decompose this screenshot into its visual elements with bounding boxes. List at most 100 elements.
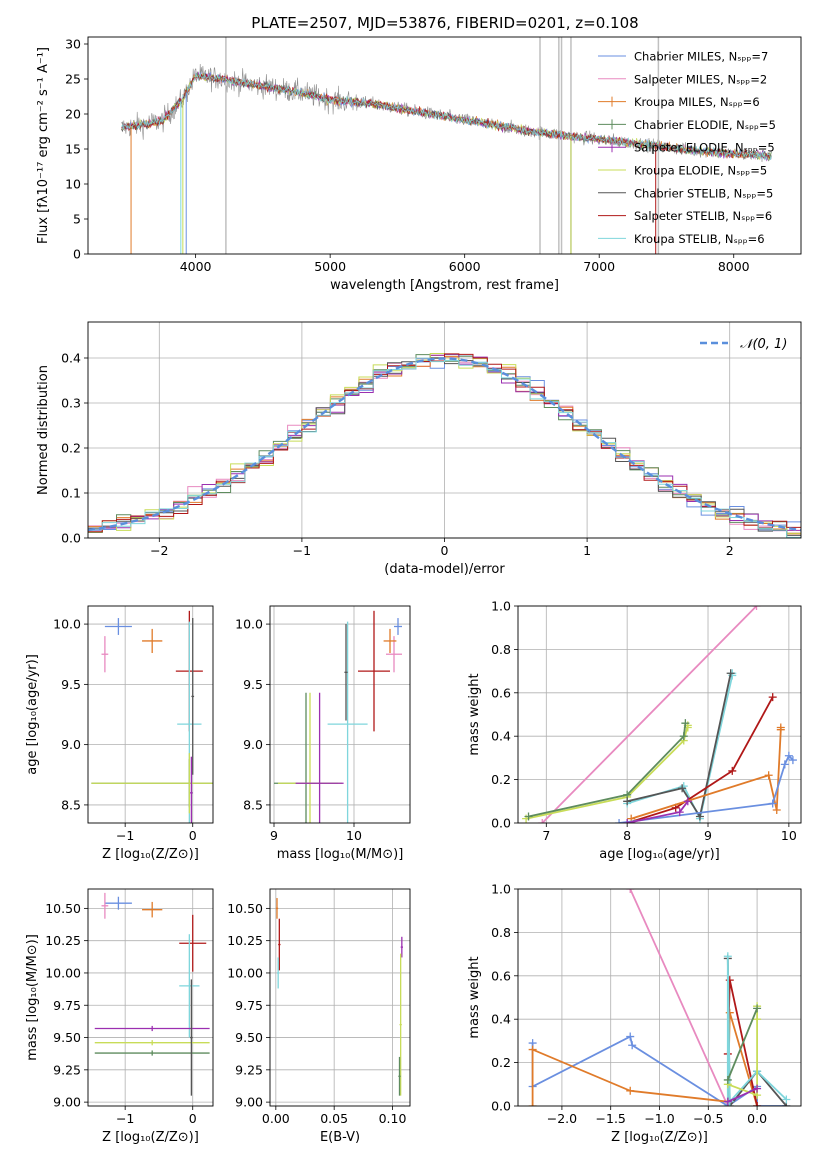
y-tick-label: 9.0 (243, 737, 263, 752)
x-tick-label: 8000 (718, 259, 750, 274)
data-point (386, 636, 402, 673)
weight-marker (683, 797, 692, 806)
weight-marker (753, 1015, 762, 1024)
data-point (277, 957, 280, 989)
x-tick-label: 10 (346, 828, 362, 843)
plot-area-weight_vs_age (522, 606, 797, 823)
x-tick-label: 6000 (449, 259, 481, 274)
legend-label: Kroupa ELODIE, Nₛₚₚ=5 (634, 164, 767, 178)
weight-marker (538, 819, 547, 823)
data-point (179, 914, 207, 972)
x-tick-label: 5000 (314, 259, 346, 274)
panel-weight_vs_Z: −2.0 −1.5 −1.0 −0.5 0.0 0.0 0.2 0.4 0.6 0.8 1.0 Z [… (467, 882, 802, 1145)
data-point (398, 1056, 401, 1096)
weight-marker (528, 1102, 537, 1106)
weight-marker (753, 1102, 762, 1106)
weight-marker (681, 719, 690, 728)
legend-residuals: 𝒩(0, 1) (700, 337, 787, 352)
y-tick-label: 10.0 (235, 617, 263, 632)
y-axis-label: mass weight (467, 673, 482, 755)
x-tick-label: 9 (704, 828, 712, 843)
data-point (104, 896, 132, 910)
x-tick-label: −1 (116, 1111, 134, 1126)
gaussian-curve (88, 357, 801, 532)
axes-frame (269, 605, 411, 824)
data-point (327, 621, 368, 823)
x-tick-label: −2.0 (547, 1111, 577, 1126)
weight-line-8 (727, 1087, 758, 1103)
data-point (101, 892, 109, 919)
legend-label: Salpeter MILES, Nₛₚₚ=2 (634, 72, 767, 86)
weight-marker (768, 693, 777, 702)
plot-area-mass_vs_Z (94, 892, 210, 1096)
y-tick-label: 10.00 (227, 965, 263, 980)
weight-marker (626, 1032, 635, 1041)
model-line-7 (121, 73, 772, 159)
weight-line-2 (528, 723, 687, 818)
panel-mass_vs_ebv: 0.00 0.05 0.10 9.00 9.25 9.50 9.75 10.00 10.25 10… (227, 888, 411, 1145)
axes-spectrum: 4000 5000 6000 7000 8000 0 5 10 15 20 25 30 waveleng… (36, 37, 802, 293)
data-point (142, 628, 163, 654)
y-tick-label: 9.75 (53, 998, 81, 1013)
axes-residuals: −2 −1 0 1 2 0.0 0.1 0.2 0.3 0.4 (data-model)/error… (36, 321, 802, 577)
x-tick-label: 10 (781, 828, 797, 843)
y-tick-label: 9.50 (235, 1030, 263, 1045)
panel-mass_vs_Z: −1 0 9.00 9.25 9.50 9.75 10.00 10.25 10.50 Z [log… (25, 888, 214, 1145)
y-tick-label: 1.0 (491, 882, 511, 897)
data-point (191, 618, 195, 775)
x-tick-label: 0 (441, 543, 449, 558)
y-tick-label: 20 (65, 107, 81, 122)
data-point (400, 936, 403, 958)
y-tick-label: 0.8 (491, 925, 511, 940)
x-tick-label: 7000 (583, 259, 615, 274)
y-tick-label: 0.2 (61, 441, 81, 456)
y-axis-label: age [log₁₀(age/yr)] (25, 654, 40, 775)
model-line-8 (121, 72, 772, 161)
weight-marker (723, 1097, 732, 1106)
weight-marker (623, 819, 632, 823)
legend-label: Chabrier STELIB, Nₛₚₚ=5 (634, 186, 773, 200)
x-tick-label: 0 (189, 828, 197, 843)
data-point (190, 979, 193, 1096)
data-point (179, 934, 200, 1038)
histogram-8 (88, 357, 801, 538)
y-tick-label: 0.4 (491, 729, 511, 744)
data-point (94, 1040, 210, 1046)
y-tick-label: 0.2 (491, 772, 511, 787)
axes-mass_vs_Z: −1 0 9.00 9.25 9.50 9.75 10.00 10.25 10.50 Z [log… (25, 888, 214, 1145)
y-tick-label: 0.8 (491, 642, 511, 657)
weight-line-7 (726, 1008, 758, 1081)
y-tick-label: 0.0 (491, 816, 511, 831)
weight-marker (768, 799, 777, 808)
x-axis-label: wavelength [Angstrom, rest frame] (330, 278, 559, 293)
y-tick-label: 9.75 (235, 998, 263, 1013)
y-tick-label: 1.0 (491, 599, 511, 614)
plot-area-weight_vs_Z (528, 889, 791, 1106)
plot-area-mass_vs_ebv (275, 898, 403, 1096)
y-tick-label: 9.5 (243, 677, 263, 692)
y-tick-label: 10.25 (45, 933, 81, 948)
y-tick-label: 0.4 (61, 351, 81, 366)
panel-weight_vs_age: 7 8 9 10 0.0 0.2 0.4 0.6 0.8 1.0 age [log₁₀(age/yr… (467, 599, 802, 862)
model-line-6 (121, 72, 772, 160)
legend-spectrum: Chabrier MILES, Nₛₚₚ=7 Salpeter MILES, Nₛ… (598, 50, 776, 246)
weight-marker (764, 771, 773, 780)
weight-marker (728, 766, 737, 775)
data-point (142, 901, 163, 918)
axes-weight_vs_age: 7 8 9 10 0.0 0.2 0.4 0.6 0.8 1.0 age [log₁₀(age/yr… (467, 599, 802, 862)
weight-line-4 (626, 673, 732, 819)
y-tick-label: 9.0 (61, 737, 81, 752)
panel-residuals: −2 −1 0 1 2 0.0 0.1 0.2 0.3 0.4 (data-model)/error… (36, 321, 802, 577)
weight-line-1 (525, 725, 689, 820)
y-tick-label: 0.1 (61, 486, 81, 501)
x-axis-label: age [log₁₀(age/yr)] (599, 847, 720, 862)
y-tick-label: 0.2 (491, 1055, 511, 1070)
weight-line-2 (531, 1012, 758, 1106)
axes-mass_vs_ebv: 0.00 0.05 0.10 9.00 9.25 9.50 9.75 10.00 10.25 10… (227, 888, 411, 1145)
weight-marker (726, 669, 735, 678)
y-tick-label: 9.5 (61, 677, 81, 692)
weight-marker (628, 1041, 637, 1050)
panels: 4000 5000 6000 7000 8000051015202530waveleng… (25, 37, 802, 1145)
y-tick-label: 25 (65, 72, 81, 87)
data-point (344, 624, 348, 721)
